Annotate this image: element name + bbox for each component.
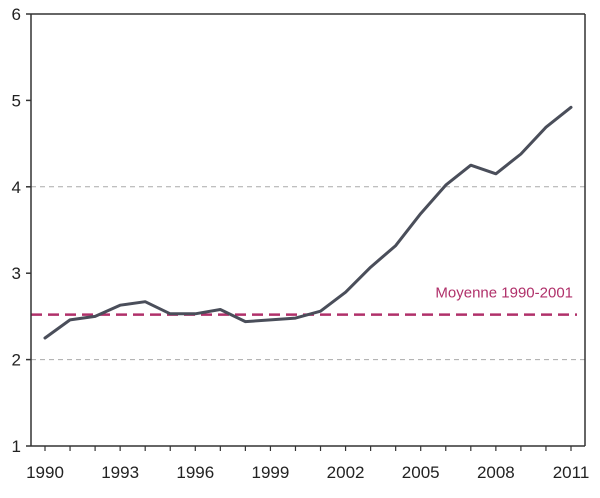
- data-point: [370, 266, 372, 268]
- y-tick-label: 3: [12, 264, 21, 283]
- data-point: [44, 337, 46, 339]
- average-label: Moyenne 1990-2001: [435, 285, 573, 302]
- data-point: [520, 153, 522, 155]
- grid-lines: [31, 186, 585, 361]
- x-tick-label: 1999: [252, 463, 290, 482]
- data-point: [445, 184, 447, 186]
- y-tick-label: 1: [12, 437, 21, 456]
- data-point: [545, 126, 547, 128]
- data-point: [94, 315, 96, 317]
- data-point: [495, 173, 497, 175]
- data-point: [320, 310, 322, 312]
- data-point: [194, 313, 196, 315]
- x-tick-label: 1993: [101, 463, 139, 482]
- data-point: [570, 106, 572, 108]
- data-point: [69, 319, 71, 321]
- x-tick-label: 1996: [176, 463, 214, 482]
- y-tick-label: 6: [12, 5, 21, 24]
- series-layer: [43, 105, 573, 340]
- series-line-0: [43, 105, 573, 340]
- data-point: [420, 213, 422, 215]
- y-tick-label: 5: [12, 91, 21, 110]
- x-axis-ticks: 1990 1993 1996 1999 2002 2005 2008 2011: [26, 446, 589, 482]
- axes: [30, 13, 586, 447]
- data-point: [269, 319, 271, 321]
- data-point: [219, 308, 221, 310]
- data-point: [294, 317, 296, 319]
- data-point: [244, 321, 246, 323]
- x-tick-label: 2002: [327, 463, 365, 482]
- y-tick-label: 2: [12, 351, 21, 370]
- data-point: [119, 304, 121, 306]
- x-tick-label: 2008: [477, 463, 515, 482]
- data-point: [470, 164, 472, 166]
- data-point: [144, 301, 146, 303]
- x-tick-label: 2011: [553, 463, 590, 482]
- average-reference: Moyenne 1990-2001: [31, 285, 577, 316]
- y-tick-label: 4: [12, 178, 21, 197]
- x-tick-label: 2005: [402, 463, 440, 482]
- y-axis-ticks: 1 2 3 4 5 6: [12, 5, 31, 456]
- data-point: [345, 291, 347, 293]
- data-point: [395, 245, 397, 247]
- x-tick-label: 1990: [26, 463, 64, 482]
- data-point: [169, 313, 171, 315]
